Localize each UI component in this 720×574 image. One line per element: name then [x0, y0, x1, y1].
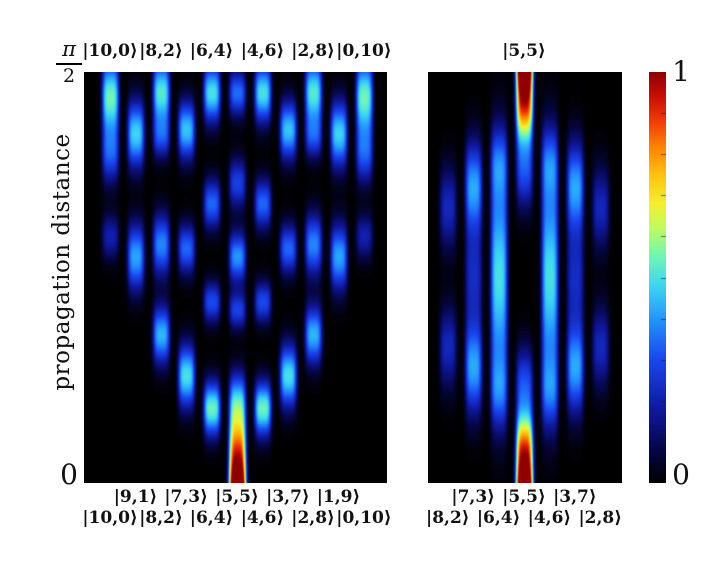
state-label-bottom-row1: |3,7⟩ [553, 487, 597, 507]
left-heatmap-canvas [84, 72, 387, 483]
state-label-bottom-row1: |1,9⟩ [316, 487, 361, 507]
state-label-top: |4,6⟩ [240, 41, 285, 61]
state-label-bottom-row2: |2,8⟩ [578, 508, 623, 528]
y-tick-pi-over-2: π 2 [52, 39, 86, 86]
state-label-bottom-row1: |7,3⟩ [451, 487, 495, 507]
state-label-bottom-row2: |8,2⟩ [139, 508, 183, 528]
colorbar-canvas [649, 72, 666, 483]
state-label-bottom-row2: |4,6⟩ [527, 508, 572, 528]
state-label-bottom-row2: |0,10⟩ [336, 508, 392, 528]
state-label-bottom-row2: |8,2⟩ [426, 508, 470, 528]
state-label-bottom-row1: |5,5⟩ [215, 487, 259, 507]
fraction-bar [56, 63, 82, 65]
state-label-top: |6,4⟩ [189, 41, 234, 61]
y-axis-title: propagation distance [49, 133, 75, 391]
state-label-bottom-row2: |2,8⟩ [291, 508, 335, 528]
state-label-top: |10,0⟩ [82, 41, 138, 61]
state-label-bottom-row2: |6,4⟩ [476, 508, 521, 528]
state-label-top: |2,8⟩ [291, 41, 335, 61]
colorbar-min-label: 0 [672, 458, 690, 491]
y-tick-zero: 0 [60, 458, 78, 491]
right-heatmap-canvas [428, 72, 622, 483]
state-label-bottom-row2: |4,6⟩ [240, 508, 285, 528]
state-label-top: |8,2⟩ [139, 41, 183, 61]
state-label-bottom-row1: |7,3⟩ [164, 487, 208, 507]
state-label-bottom-row2: |6,4⟩ [189, 508, 234, 528]
state-label-bottom-row1: |9,1⟩ [113, 487, 158, 507]
state-label-top: |0,10⟩ [336, 41, 392, 61]
state-label-bottom-row1: |5,5⟩ [502, 487, 546, 507]
state-label-bottom-row2: |10,0⟩ [82, 508, 138, 528]
pi-over-2-numerator: π [62, 37, 76, 61]
pi-over-2-denominator: 2 [62, 65, 76, 87]
state-label-bottom-row1: |3,7⟩ [266, 487, 310, 507]
colorbar-max-label: 1 [672, 55, 690, 88]
state-label-top: |5,5⟩ [502, 41, 546, 61]
